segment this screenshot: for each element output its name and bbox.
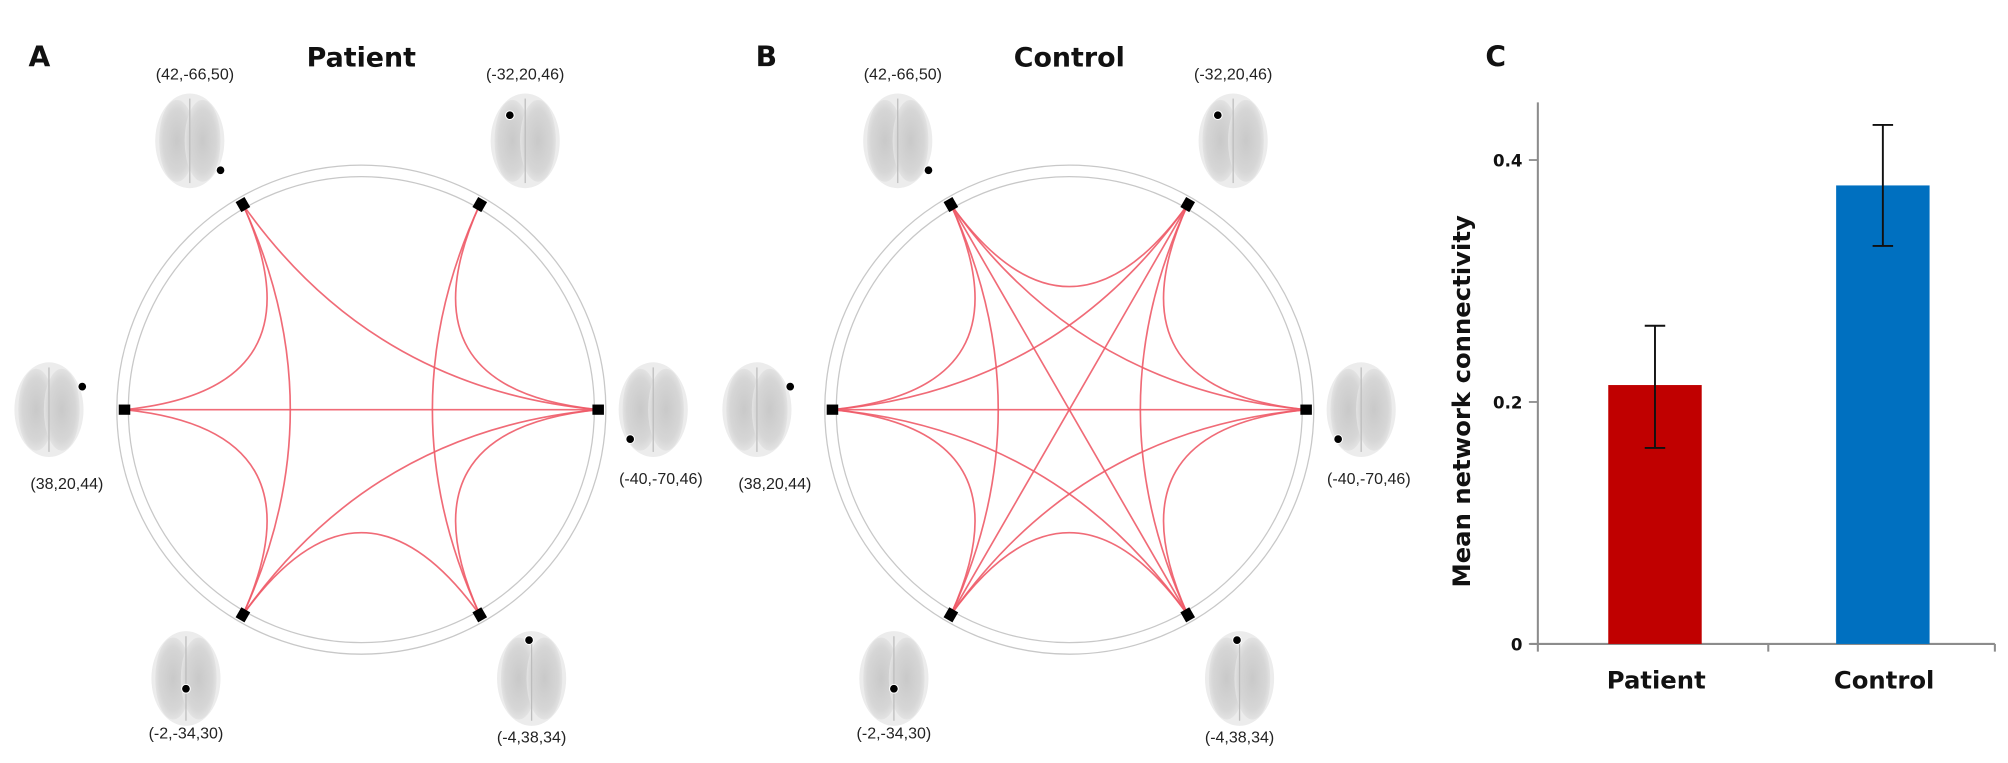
- panel-letter: C: [1485, 41, 1506, 74]
- roi-marker-dot: [77, 381, 88, 392]
- connection-edge: [832, 204, 1189, 411]
- roi-marker-dot: [1232, 635, 1242, 645]
- node-coordinate-label: (-4,38,34): [497, 730, 566, 747]
- network-node: [472, 197, 488, 213]
- panel-letter: B: [756, 41, 777, 74]
- panel-letter: A: [28, 41, 50, 74]
- brain-axial-image: [14, 362, 88, 458]
- brain-axial-image: [1204, 631, 1275, 726]
- connection-edge: [832, 204, 976, 411]
- y-tick-label: 0.4: [1493, 151, 1522, 170]
- roi-marker-dot: [181, 683, 191, 694]
- connection-edge: [242, 532, 481, 616]
- panel-title: Patient: [307, 43, 417, 74]
- network-node: [235, 607, 251, 623]
- node-coordinate-label: (-32,20,46): [1194, 66, 1272, 83]
- roi-marker-dot: [524, 635, 534, 645]
- brain-axial-image: [863, 93, 934, 189]
- y-tick-label: 0.2: [1493, 393, 1522, 412]
- network-node: [943, 197, 959, 213]
- brain-axial-image: [151, 631, 221, 726]
- panel-title: Control: [1014, 43, 1125, 74]
- node-coordinate-label: (-40,-70,46): [619, 471, 703, 488]
- connection-edge: [1162, 408, 1307, 616]
- network-node: [826, 404, 839, 415]
- y-tick-label: 0: [1511, 635, 1523, 654]
- node-coordinate-label: (-40,-70,46): [1327, 471, 1411, 488]
- brain-axial-image: [859, 631, 929, 726]
- x-category-label: Patient: [1607, 666, 1706, 695]
- node-coordinate-label: (42,-66,50): [156, 66, 234, 83]
- brain-axial-image: [1198, 93, 1268, 189]
- connection-edge: [950, 204, 1189, 288]
- network-node: [1180, 197, 1196, 213]
- connection-edge: [454, 408, 599, 616]
- connection-edge: [832, 408, 976, 616]
- error-bar: [1644, 324, 1666, 449]
- node-coordinate-label: (-2,-34,30): [149, 726, 224, 743]
- network-node: [592, 404, 604, 415]
- network-node: [472, 607, 488, 623]
- roi-marker-dot: [1212, 110, 1223, 121]
- bar-control: [1836, 185, 1930, 644]
- connection-edge: [242, 204, 599, 411]
- y-axis-title: Mean network connectivity: [1447, 215, 1476, 587]
- network-node: [943, 607, 959, 623]
- connection-edge: [242, 408, 599, 616]
- connection-edge: [950, 408, 1307, 616]
- node-coordinate-label: (-32,20,46): [486, 66, 564, 83]
- connection-edge: [124, 408, 268, 616]
- connection-edge: [454, 204, 599, 411]
- panel-c-bar-chart: C 0 0.2 0.4 Mean network connectivity Patient…: [1447, 41, 1996, 695]
- roi-marker-dot: [923, 165, 934, 176]
- brain-axial-image: [490, 93, 560, 189]
- connection-edges: [124, 204, 599, 616]
- panel-a-patient-network: A Patient (42,-66,50) (-32,20,46) (-40,-70,4…: [14, 41, 703, 747]
- network-node: [118, 404, 131, 415]
- network-node: [1300, 404, 1312, 415]
- error-bar: [1872, 123, 1894, 247]
- roi-marker-dot: [625, 434, 636, 444]
- connection-edge: [124, 204, 268, 411]
- outer-ring: [824, 164, 1315, 655]
- roi-marker-dot: [504, 110, 515, 121]
- node-coordinate-label: (42,-66,50): [864, 66, 942, 83]
- node-coordinate-label: (38,20,44): [30, 476, 103, 493]
- brain-axial-image: [618, 362, 688, 458]
- roi-marker-dot: [889, 683, 899, 694]
- brain-axial-image: [1326, 362, 1396, 458]
- node-coordinate-label: (-4,38,34): [1205, 730, 1274, 747]
- panel-b-control-network: B Control (42,-66,50) (-32,20,46) (-40,-70,4…: [722, 41, 1411, 747]
- connection-edges: [832, 204, 1307, 616]
- connection-edge: [1162, 204, 1307, 411]
- x-category-label: Control: [1834, 666, 1935, 695]
- roi-marker-dot: [1333, 434, 1343, 444]
- roi-marker-dot: [785, 381, 796, 392]
- brain-axial-image: [722, 362, 796, 458]
- network-node: [1180, 607, 1196, 623]
- brain-axial-image: [155, 93, 226, 189]
- brain-axial-image: [497, 631, 567, 726]
- node-coordinate-label: (38,20,44): [738, 476, 811, 493]
- connection-edge: [950, 532, 1189, 616]
- roi-marker-dot: [215, 165, 226, 176]
- network-node: [235, 197, 251, 213]
- outer-ring: [116, 164, 607, 655]
- node-coordinate-label: (-2,-34,30): [857, 726, 932, 743]
- connection-edge: [832, 408, 1189, 616]
